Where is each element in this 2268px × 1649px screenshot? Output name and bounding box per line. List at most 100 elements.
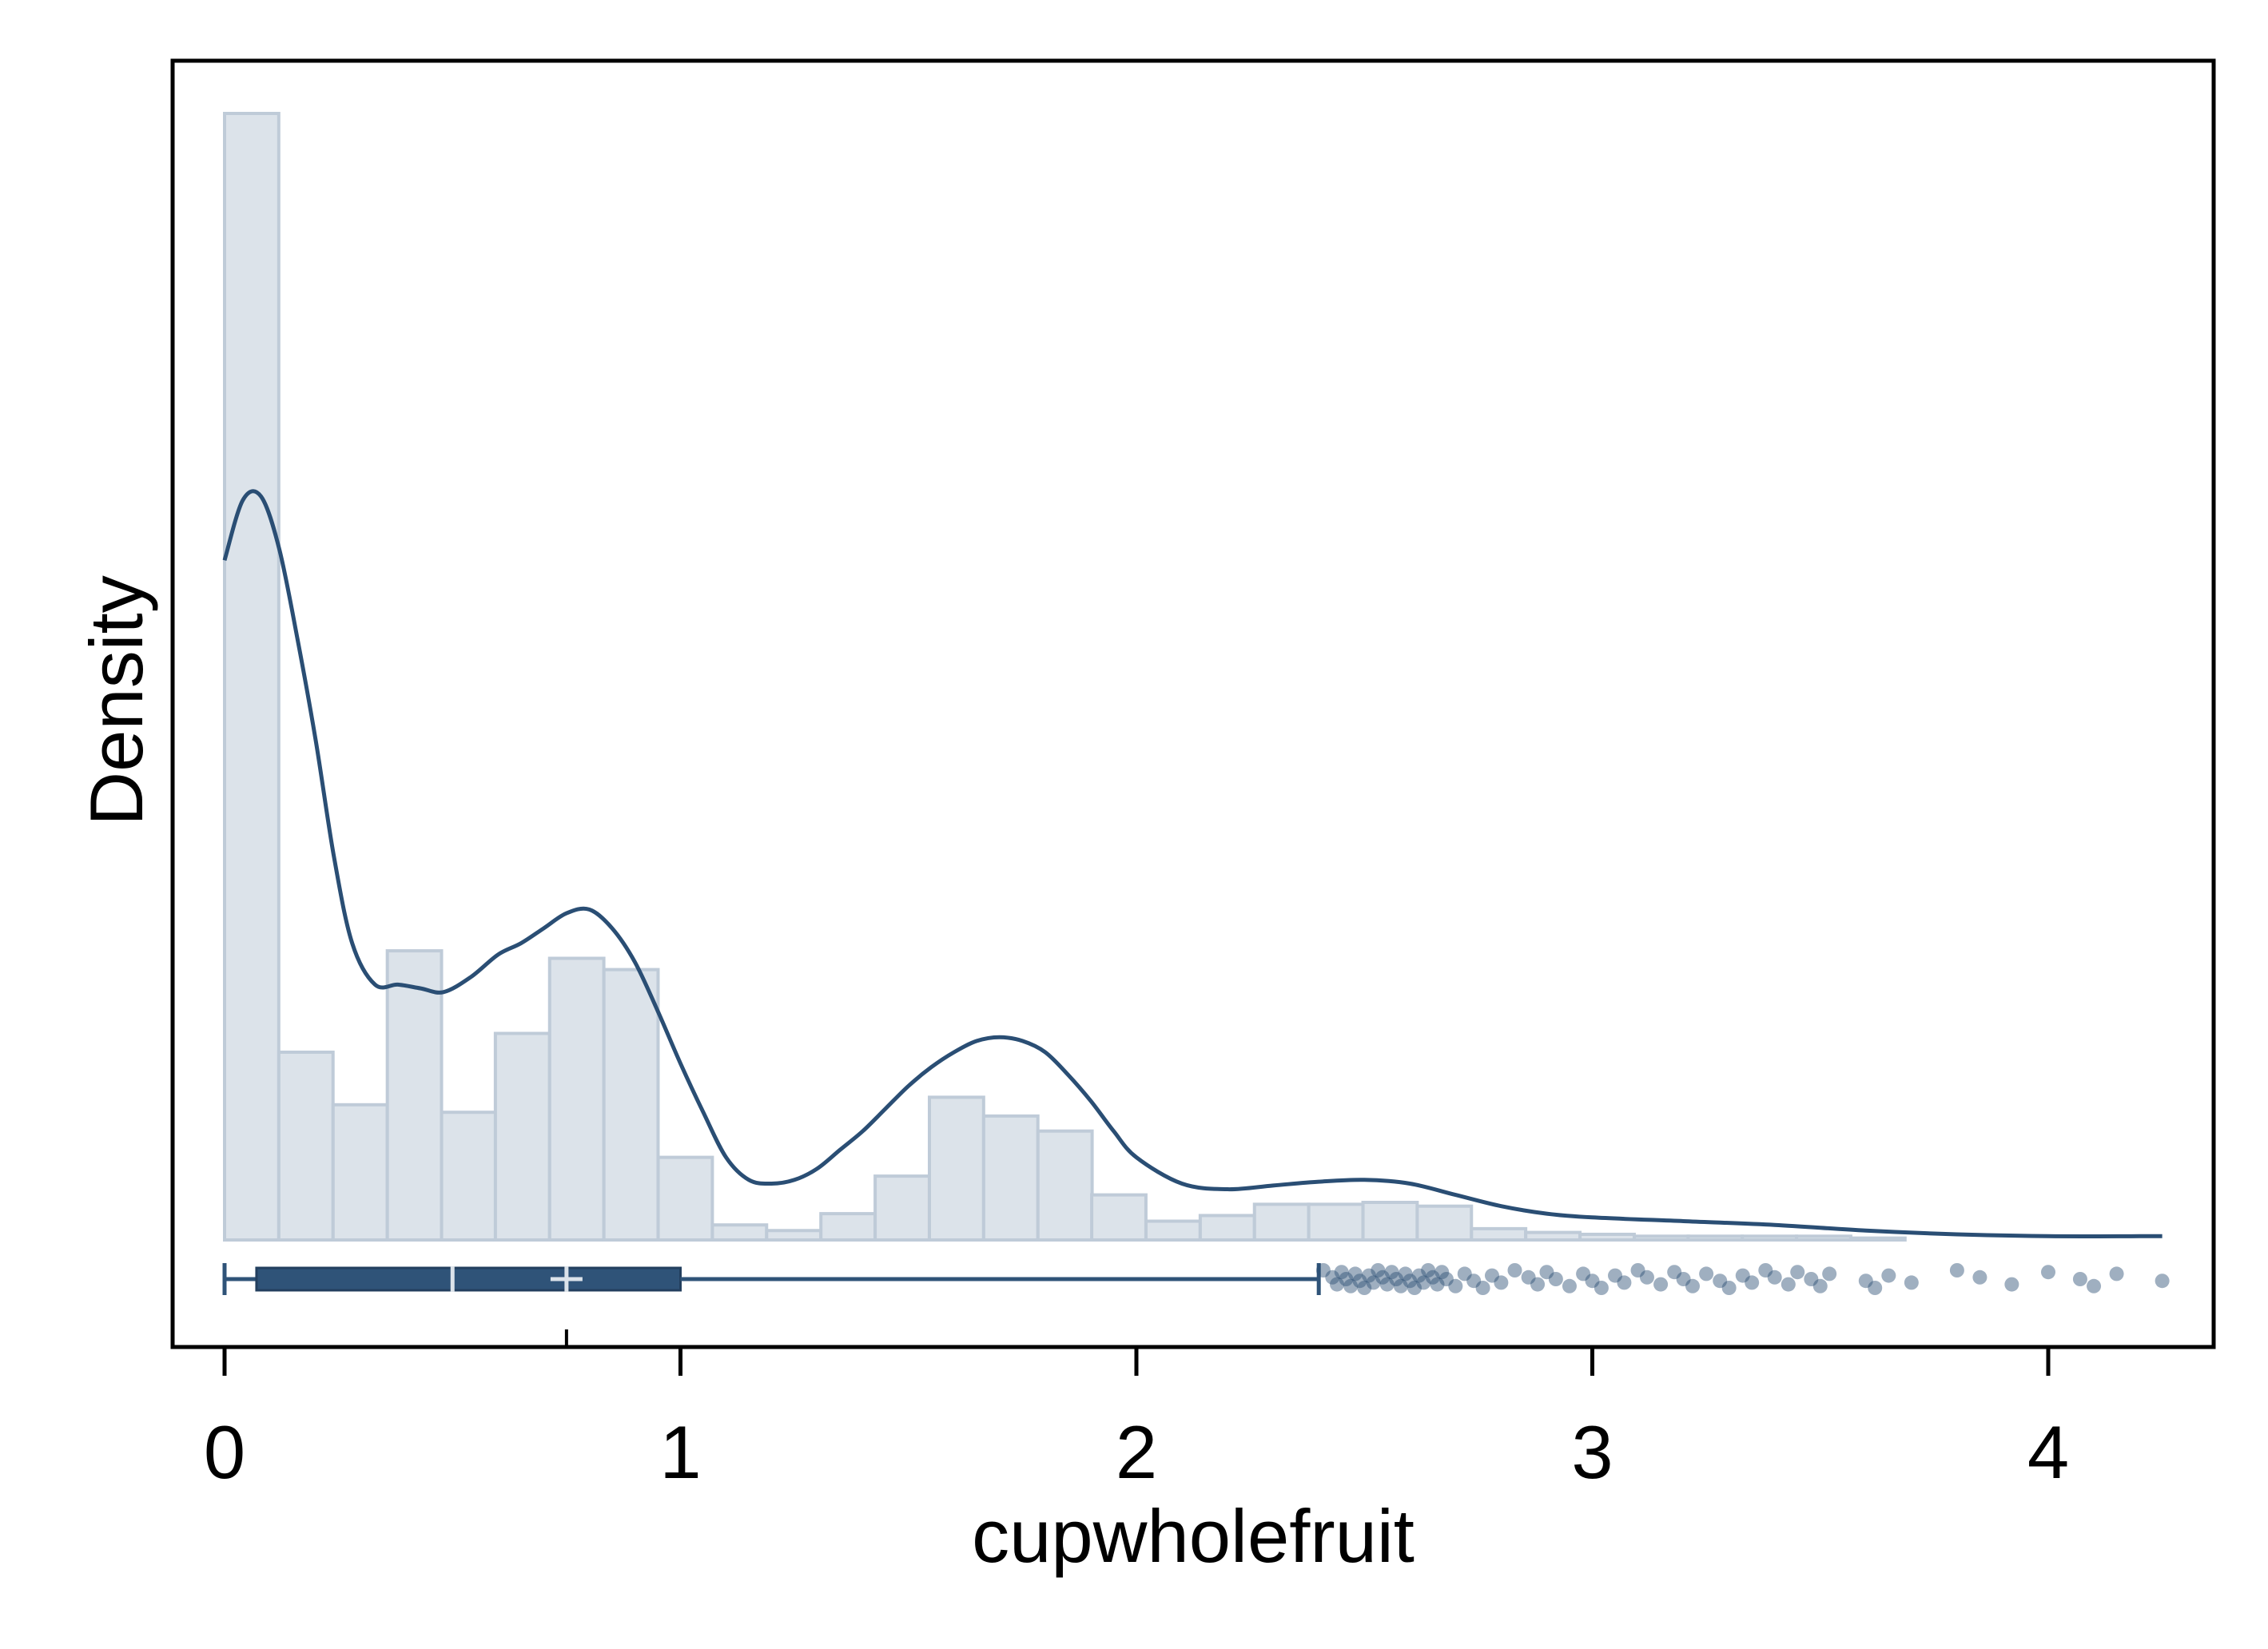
outlier-point	[1407, 1281, 1422, 1295]
outlier-point	[1339, 1272, 1354, 1286]
histogram-bar	[1686, 1234, 1745, 1242]
outlier-point	[1403, 1274, 1418, 1289]
histogram-bar	[1848, 1236, 1907, 1242]
outlier-point	[1949, 1263, 1964, 1277]
outlier-point	[1448, 1278, 1463, 1293]
histogram-bar	[1415, 1204, 1474, 1242]
outlier-point	[1972, 1270, 1987, 1285]
plot-frame	[170, 58, 2216, 1349]
outlier-point	[1758, 1263, 1773, 1277]
histogram-bar	[1361, 1201, 1419, 1242]
outlier-point	[1366, 1275, 1381, 1290]
outlier-point	[1699, 1266, 1714, 1281]
outlier-point	[1548, 1272, 1563, 1286]
kde-line	[222, 489, 2163, 1238]
x-axis: 0 1 2 3 4	[204, 1329, 2069, 1494]
histogram-bar	[1578, 1232, 1636, 1242]
outlier-point	[1398, 1266, 1413, 1281]
outlier-point	[1781, 1277, 1796, 1292]
outlier-point	[2004, 1277, 2019, 1292]
histogram-bar	[440, 1111, 498, 1242]
kde-curve	[222, 489, 2163, 1238]
outlier-point	[1507, 1263, 1522, 1277]
outlier-point	[1904, 1275, 1919, 1290]
outlier-point	[2072, 1272, 2087, 1286]
x-tick-label: 2	[1116, 1410, 1157, 1494]
outlier-point	[1630, 1263, 1645, 1277]
outlier-point	[1804, 1272, 1819, 1286]
outlier-point	[1457, 1266, 1472, 1281]
histogram-bar	[710, 1223, 769, 1242]
x-tick-label: 4	[2027, 1410, 2069, 1494]
histogram-bar	[873, 1174, 931, 1242]
outlier-point	[1667, 1265, 1682, 1280]
histogram-bar	[1252, 1202, 1311, 1242]
outlier-point	[1608, 1268, 1623, 1283]
outlier-point	[1371, 1263, 1386, 1277]
outlier-point	[2041, 1265, 2055, 1280]
outlier-point	[1438, 1272, 1454, 1286]
outlier-point	[1393, 1278, 1408, 1293]
outlier-point	[1639, 1270, 1654, 1285]
outlier-point	[1530, 1277, 1546, 1292]
outlier-point	[1562, 1278, 1577, 1293]
outlier-point	[1389, 1272, 1404, 1286]
histogram-bar	[1632, 1234, 1690, 1242]
histogram-bar	[1090, 1193, 1148, 1242]
histogram-bar	[1144, 1219, 1202, 1242]
x-tick-label: 3	[1571, 1410, 1613, 1494]
outlier-point	[1494, 1275, 1509, 1290]
histogram-bar	[1036, 1129, 1094, 1242]
outlier-point	[1343, 1278, 1359, 1293]
outlier-point	[1384, 1265, 1399, 1280]
outlier-point	[1411, 1268, 1426, 1283]
outlier-point	[1416, 1275, 1431, 1290]
outlier-point	[1576, 1266, 1591, 1281]
histogram-bar	[1795, 1234, 1852, 1242]
histogram-bar	[1198, 1214, 1256, 1242]
outlier-point	[1676, 1272, 1691, 1286]
outlier-point	[1735, 1268, 1750, 1283]
outlier-point	[1790, 1265, 1805, 1280]
outlier-point	[1475, 1281, 1490, 1295]
histogram-bar	[819, 1212, 877, 1242]
histogram-bar	[277, 1051, 335, 1242]
outlier-point	[1315, 1263, 1331, 1277]
outlier-point	[1539, 1265, 1554, 1280]
histogram-bar	[765, 1229, 823, 1242]
outlier-points	[1315, 1263, 2170, 1295]
outlier-point	[1325, 1270, 1340, 1285]
histogram-bar	[1307, 1202, 1365, 1242]
outlier-point	[1430, 1277, 1445, 1292]
box-iqr	[255, 1266, 682, 1292]
outlier-point	[1617, 1275, 1632, 1290]
outlier-point	[1767, 1270, 1782, 1285]
outlier-point	[1721, 1281, 1737, 1295]
outlier-point	[1822, 1266, 1837, 1281]
outlier-point	[1379, 1277, 1395, 1292]
histogram-bar	[981, 1114, 1040, 1242]
outlier-point	[1421, 1263, 1436, 1277]
outlier-point	[1585, 1274, 1600, 1289]
histogram-bar	[1524, 1230, 1582, 1242]
outlier-point	[1685, 1278, 1701, 1293]
outlier-point	[1858, 1274, 1873, 1289]
histogram-bar	[223, 112, 281, 1242]
outlier-point	[1330, 1277, 1345, 1292]
outlier-point	[1594, 1281, 1609, 1295]
histogram-bar	[385, 949, 444, 1242]
histogram-bar	[547, 956, 606, 1242]
outlier-point	[1425, 1270, 1440, 1285]
x-axis-label: cupwholefruit	[972, 1494, 1415, 1578]
outlier-point	[2087, 1278, 2102, 1293]
outlier-point	[1357, 1281, 1372, 1295]
boxplot	[222, 1263, 1321, 1295]
histogram-bar	[602, 968, 660, 1242]
outlier-point	[1881, 1268, 1896, 1283]
outlier-point	[1521, 1270, 1536, 1285]
histogram-bar	[927, 1095, 985, 1242]
outlier-point	[1745, 1275, 1760, 1290]
histogram-bars	[223, 112, 1907, 1242]
